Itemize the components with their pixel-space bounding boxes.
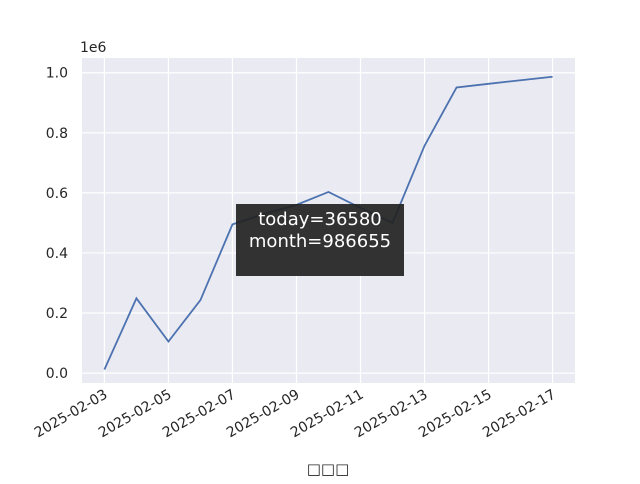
x-tick-label: 2025-02-17 bbox=[480, 387, 558, 442]
line bbox=[103, 75, 553, 370]
y-tick-label: 0.4 bbox=[46, 246, 68, 262]
y-tick-label: 0.2 bbox=[46, 306, 68, 322]
tooltip-text: month=986655 bbox=[249, 231, 391, 252]
tooltip-text: today=36580 bbox=[258, 209, 382, 230]
y-offset-label: 1e6 bbox=[80, 40, 107, 56]
y-tick-label: 0.0 bbox=[46, 366, 68, 382]
y-tick-label: 0.8 bbox=[46, 126, 68, 142]
tooltip-box bbox=[236, 204, 404, 276]
y-tick-label: 1.0 bbox=[46, 66, 68, 82]
y-tick-label: 0.6 bbox=[46, 186, 68, 202]
x-axis-label: □□□ bbox=[307, 460, 350, 478]
